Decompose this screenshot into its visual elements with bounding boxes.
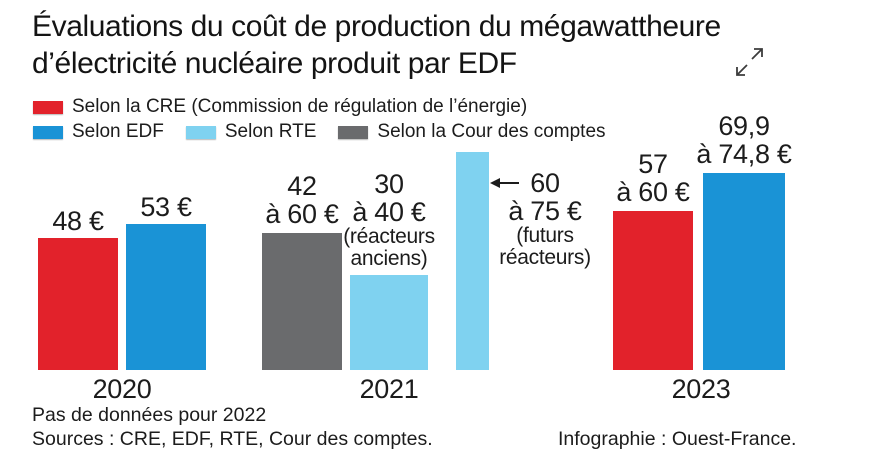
bar-value-label-2021-2: 60 à 75 € (futurs réacteurs): [499, 169, 591, 269]
bar-value-line: à 40 €: [352, 197, 426, 228]
x-axis-year-label-2021: 2021: [359, 374, 419, 404]
bar-value-line: 69,9: [718, 111, 770, 142]
legend-label-cour: Selon la Cour des comptes: [377, 121, 606, 142]
arrow-head: [490, 178, 500, 188]
bar-2020-edf-1: [126, 224, 206, 370]
bar-note-line: anciens): [350, 247, 428, 271]
bar-value-line: 57: [638, 149, 668, 179]
bar-value-line: 60: [530, 168, 560, 198]
legend-row-1: Selon la CRE (Commission de régulation d…: [33, 96, 527, 118]
legend-swatch-cour-gray: [338, 125, 369, 139]
bar-note-line: réacteurs): [499, 246, 591, 269]
legend-label-edf: Selon EDF: [72, 121, 164, 142]
bar-value-line: à 60 €: [265, 198, 339, 229]
bar-value-label-2023-1: 69,9 à 74,8 €: [696, 112, 791, 168]
legend-label-cre: Selon la CRE (Commission de régulation d…: [72, 96, 528, 117]
bar-value-label-2021-0: 42 à 60 €: [265, 170, 339, 229]
sources-text: Sources : CRE, EDF, RTE, Cour des compte…: [32, 428, 433, 450]
bar-value-label-2023-0: 57 à 60 €: [616, 149, 690, 207]
bar-chart-plot-area: 48 €53 €42 à 60 €30 à 40 € (réacteurs ancien…: [38, 112, 792, 370]
page-title: Évaluations du coût de production du még…: [32, 8, 822, 82]
bar-2021-rte-2: [456, 151, 489, 370]
bar-value-line: 53 €: [140, 192, 192, 223]
legend-swatch-cre-red: [33, 100, 63, 114]
legend-item-rte: Selon RTE: [185, 121, 317, 143]
no-data-footnote: Pas de données pour 2022: [32, 404, 267, 426]
bar-value-line: 48 €: [52, 206, 104, 236]
bar-note-line: (futurs: [516, 224, 574, 247]
bar-2020-cre-0: [38, 238, 118, 370]
bar-2023-cre-0: [613, 211, 693, 370]
bar-2021-rte-1: [350, 275, 428, 370]
bar-value-line: à 60 €: [616, 177, 690, 207]
title-line-2: d’électricité nucléaire produit par EDF: [32, 47, 517, 80]
x-axis-year-label-2023: 2023: [671, 374, 731, 404]
credit-text: Infographie : Ouest-France.: [558, 428, 797, 450]
bar-value-label-2020-1: 53 €: [140, 192, 192, 223]
bar-value-line: 30: [374, 169, 404, 200]
legend-item-edf: Selon EDF: [33, 121, 164, 143]
bar-value-label-2021-1: 30 à 40 € (réacteurs anciens): [343, 170, 435, 270]
x-axis-year-label-2020: 2020: [92, 374, 152, 404]
bar-2023-edf-1: [703, 173, 785, 370]
title-line-1: Évaluations du coût de production du még…: [32, 10, 721, 43]
bar-note-line: (réacteurs: [343, 225, 435, 249]
legend-swatch-rte-lightblue: [185, 125, 216, 139]
legend-item-cour: Selon la Cour des comptes: [338, 121, 606, 143]
bar-value-line: à 74,8 €: [696, 139, 792, 170]
annotation-arrow-left-icon: [490, 178, 519, 188]
legend-label-rte: Selon RTE: [224, 121, 317, 142]
bar-value-line: à 75 €: [508, 196, 582, 226]
bar-value-label-2020-0: 48 €: [52, 206, 104, 236]
legend-swatch-edf-blue: [33, 125, 63, 139]
legend-row-2: Selon EDF Selon RTE Selon la Cour des co…: [33, 121, 606, 143]
bar-value-line: 42: [287, 170, 317, 201]
resize-cursor-icon: [736, 48, 763, 76]
arrow-shaft: [500, 182, 519, 184]
legend-item-cre: Selon la CRE (Commission de régulation d…: [33, 96, 527, 118]
bar-2021-cour-0: [262, 232, 342, 370]
